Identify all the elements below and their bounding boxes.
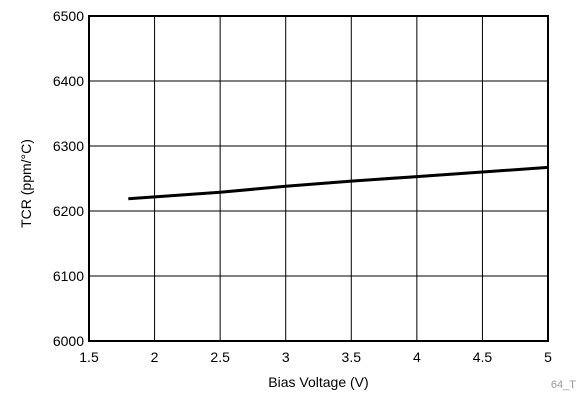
series-line [128, 165, 549, 201]
x-tick-label: 5 [544, 349, 552, 365]
grid [89, 16, 548, 341]
y-tick-label: 6000 [53, 333, 84, 349]
x-tick-label: 3.5 [342, 349, 362, 365]
y-tick-label: 6400 [53, 73, 84, 89]
plot-frame [88, 15, 549, 342]
y-tick-label: 6100 [53, 268, 84, 284]
x-tick-label: 4 [413, 349, 421, 365]
x-tick-label: 1.5 [79, 349, 99, 365]
x-tick-label: 4.5 [473, 349, 493, 365]
y-tick-label: 6300 [53, 138, 84, 154]
y-axis-label: TCR (ppm/°C) [18, 139, 34, 228]
x-tick-label: 3 [282, 349, 290, 365]
x-tick-label: 2 [151, 349, 159, 365]
y-tick-label: 6500 [53, 8, 84, 24]
x-axis-label: Bias Voltage (V) [268, 374, 368, 390]
y-tick-labels: 6000 6100 6200 6300 6400 6500 [53, 8, 84, 349]
series-layer [128, 165, 549, 201]
x-tick-label: 2.5 [210, 349, 230, 365]
y-tick-label: 6200 [53, 203, 84, 219]
figure-id-label: 64_T [551, 379, 576, 391]
x-tick-labels: 1.5 2 2.5 3 3.5 4 4.5 5 [79, 349, 552, 365]
